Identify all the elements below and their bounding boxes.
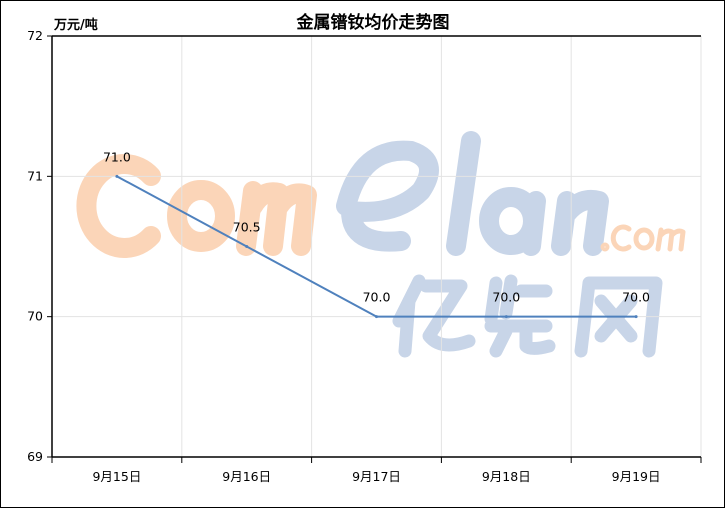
data-label: 70.0 — [622, 290, 650, 305]
watermark-com-shape — [76, 154, 317, 258]
data-point — [115, 174, 119, 178]
data-label: 70.0 — [492, 290, 520, 305]
x-tick-label: 9月18日 — [482, 469, 531, 484]
data-label: 71.0 — [103, 149, 131, 164]
x-tick-label: 9月16日 — [222, 469, 271, 484]
watermark-dotcom-shape — [600, 224, 686, 252]
y-tick-label: 72 — [27, 28, 43, 43]
data-label: 70.0 — [363, 290, 391, 305]
data-point — [634, 315, 638, 319]
data-point — [375, 315, 378, 319]
x-tick-label: 9月15日 — [92, 469, 141, 484]
x-tick-label: 9月19日 — [612, 469, 661, 484]
y-axis-unit-label: 万元/吨 — [53, 17, 98, 33]
data-point — [245, 245, 249, 248]
y-tick-label: 69 — [27, 449, 43, 464]
x-tick-label: 9月17日 — [352, 469, 401, 484]
watermark-lan-shape — [336, 131, 609, 256]
data-label: 70.5 — [233, 220, 261, 235]
y-tick-label: 70 — [27, 309, 43, 324]
chart-title: 金属镨钕均价走势图 — [296, 12, 450, 33]
data-point — [504, 315, 508, 319]
y-tick-label: 71 — [27, 168, 43, 183]
watermark-logo — [76, 131, 686, 358]
